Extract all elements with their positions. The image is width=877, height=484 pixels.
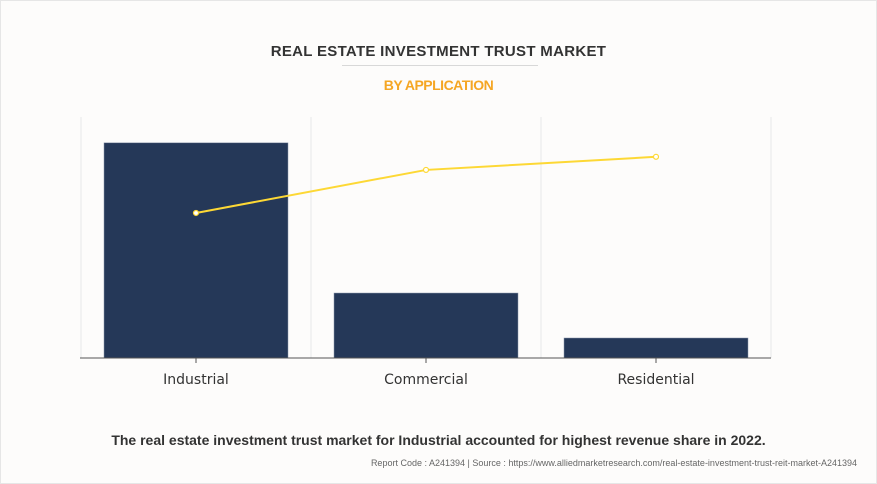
line-point: [652, 153, 660, 160]
bar-residential: [563, 337, 749, 359]
title-divider: [342, 65, 538, 66]
line-point: [422, 166, 430, 174]
source-note: Report Code : A241394 | Source : https:/…: [370, 458, 857, 468]
bar-commercial: [333, 292, 519, 359]
x-tick-label: Commercial: [384, 372, 468, 388]
bar-industrial: [103, 142, 289, 359]
line-point: [192, 209, 200, 217]
chart-caption: The real estate investment trust market …: [111, 432, 766, 448]
chart-subtitle: BY APPLICATION: [383, 77, 494, 93]
chart-title: REAL ESTATE INVESTMENT TRUST MARKET: [270, 43, 607, 60]
x-tick-label: Residential: [617, 372, 694, 388]
x-tick-label: Industrial: [163, 372, 229, 388]
